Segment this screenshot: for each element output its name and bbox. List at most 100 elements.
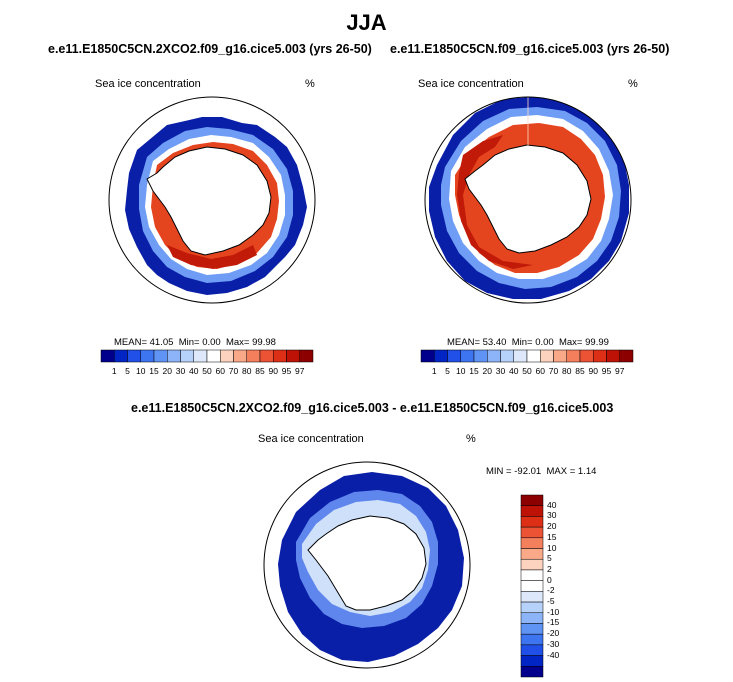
- colorbar-tick-label: -15: [547, 617, 560, 628]
- colorbar-tick-label: 1: [111, 366, 117, 376]
- panel-2-min-value: 0.00: [535, 337, 554, 348]
- colorbar-swatch: [447, 349, 461, 363]
- colorbar-tick-label: -5: [547, 596, 555, 607]
- colorbar-tick-label: 20: [162, 366, 172, 376]
- panel-2-title: e.e11.E1850C5CN.f09_g16.cice5.003 (yrs 2…: [390, 42, 670, 56]
- colorbar-tick-label: 97: [615, 366, 625, 376]
- colorbar-tick-label: 15: [149, 366, 159, 376]
- colorbar-tick-label: -20: [547, 628, 560, 639]
- colorbar-swatch: [520, 612, 544, 624]
- panel-2-colorbar-ticks: 1 5 10 15 20 30 40 50 60 70 80 85 90 95 97: [421, 366, 633, 378]
- panel-3-max-value: 1.14: [577, 466, 597, 477]
- panel-1-min-label: Min=: [178, 337, 200, 348]
- colorbar-swatch: [526, 349, 541, 363]
- colorbar-tick-label: 90: [588, 366, 598, 376]
- panel-3-colorbar-ticks: 40 30 20 15 10 5 2 0 -2 -5 -10 -15 -20 -30 -40: [547, 495, 577, 677]
- panel-2-units-label: %: [628, 78, 638, 90]
- panel-2-map: [424, 96, 632, 304]
- colorbar-tick-label: -40: [547, 649, 560, 660]
- colorbar-swatch: [520, 558, 544, 571]
- panel-1-mean-label: MEAN=: [114, 337, 147, 348]
- colorbar-tick-label: 85: [255, 366, 265, 376]
- colorbar-swatch: [100, 349, 115, 363]
- colorbar-swatch: [127, 349, 141, 363]
- panel-3-units-label: %: [466, 433, 476, 445]
- colorbar-swatch: [140, 349, 155, 363]
- colorbar-swatch: [520, 633, 544, 646]
- colorbar-tick-label: 80: [242, 366, 252, 376]
- panel-1-units-label: %: [305, 78, 315, 90]
- colorbar-swatch: [520, 505, 544, 517]
- colorbar-swatch: [520, 601, 544, 614]
- colorbar-tick-label: 50: [202, 366, 212, 376]
- colorbar-swatch: [520, 537, 544, 549]
- colorbar-swatch: [246, 349, 261, 363]
- colorbar-tick-label: 95: [281, 366, 292, 376]
- colorbar-tick-label: 70: [548, 366, 559, 376]
- colorbar-tick-label: 10: [547, 542, 557, 553]
- colorbar-tick-label: 5: [445, 366, 450, 376]
- colorbar-tick-label: 50: [522, 366, 532, 376]
- colorbar-tick-label: -30: [547, 638, 560, 649]
- colorbar-swatch: [520, 548, 544, 560]
- colorbar-swatch: [520, 666, 544, 678]
- panel-2-antarctica: [464, 144, 592, 254]
- panel-3-colorbar: [520, 494, 544, 678]
- colorbar-tick-label: 0: [547, 574, 552, 585]
- colorbar-swatch: [513, 349, 528, 363]
- colorbar-tick-label: 95: [601, 366, 612, 376]
- panel-1-ice-dark: [167, 245, 257, 269]
- colorbar-tick-label: -2: [547, 585, 555, 596]
- colorbar-swatch: [553, 349, 567, 363]
- panel-2-max-label: Max=: [558, 337, 583, 348]
- colorbar-tick-label: 20: [547, 521, 557, 532]
- colorbar-swatch: [520, 580, 544, 592]
- colorbar-swatch: [520, 623, 544, 635]
- colorbar-tick-label: 97: [295, 366, 305, 376]
- panel-3-title: e.e11.E1850C5CN.2XCO2.f09_g16.cice5.003 …: [131, 401, 614, 415]
- colorbar-tick-label: 40: [509, 366, 519, 376]
- colorbar-swatch: [286, 349, 300, 363]
- colorbar-tick-label: 40: [547, 499, 557, 510]
- colorbar-swatch: [593, 349, 607, 363]
- colorbar-swatch: [434, 349, 448, 363]
- panel-1-colorbar: [100, 349, 314, 363]
- colorbar-tick-label: 5: [125, 366, 130, 376]
- panel-3-variable-label: Sea ice concentration: [258, 433, 364, 445]
- panel-3-min-value: -92.01: [514, 466, 542, 477]
- panel-1-variable-label: Sea ice concentration: [95, 78, 201, 90]
- panel-3-max-label: MAX =: [546, 466, 576, 477]
- panel-1-min-value: 0.00: [202, 337, 221, 348]
- colorbar-tick-label: 30: [175, 366, 186, 376]
- colorbar-swatch: [520, 516, 544, 528]
- colorbar-tick-label: 1: [431, 366, 437, 376]
- colorbar-swatch: [167, 349, 181, 363]
- colorbar-tick-label: 30: [547, 510, 557, 521]
- panel-3-map: [263, 461, 471, 669]
- colorbar-tick-label: 70: [228, 366, 239, 376]
- colorbar-tick-label: 10: [456, 366, 466, 376]
- panel-2-variable-label: Sea ice concentration: [418, 78, 524, 90]
- panel-1-map: [108, 96, 316, 304]
- colorbar-swatch: [220, 349, 234, 363]
- colorbar-tick-label: 30: [495, 366, 506, 376]
- colorbar-swatch: [520, 569, 544, 581]
- colorbar-swatch: [193, 349, 208, 363]
- colorbar-swatch: [460, 349, 475, 363]
- colorbar-tick-label: 2: [547, 563, 552, 574]
- colorbar-tick-label: 10: [136, 366, 146, 376]
- colorbar-tick-label: 15: [469, 366, 479, 376]
- colorbar-tick-label: 15: [547, 531, 557, 542]
- colorbar-swatch: [520, 526, 544, 539]
- colorbar-swatch: [473, 349, 488, 363]
- colorbar-tick-label: 20: [482, 366, 492, 376]
- colorbar-swatch: [206, 349, 221, 363]
- colorbar-swatch: [487, 349, 501, 363]
- panel-2-mean-value: 53.40: [482, 337, 507, 348]
- panel-2-max-value: 99.99: [585, 337, 609, 348]
- panel-2-colorbar: [420, 349, 634, 363]
- panel-1-colorbar-ticks: 1 5 10 15 20 30 40 50 60 70 80 85 90 95 97: [101, 366, 313, 378]
- colorbar-swatch: [180, 349, 194, 363]
- panel-1-max-value: 99.98: [252, 337, 276, 348]
- colorbar-swatch: [540, 349, 554, 363]
